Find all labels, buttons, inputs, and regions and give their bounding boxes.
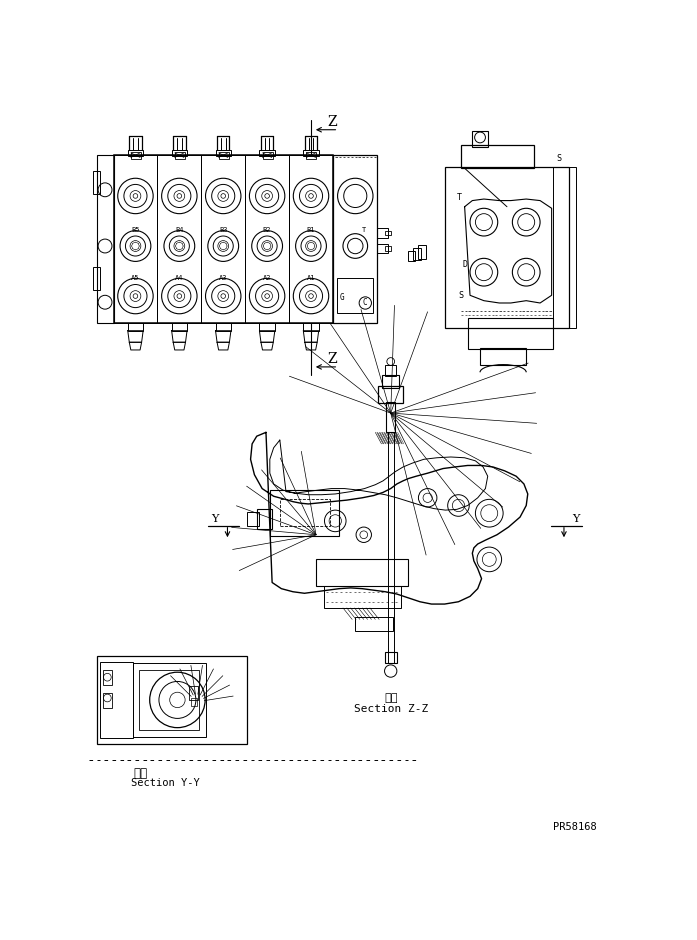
Bar <box>128 323 143 331</box>
Text: S: S <box>557 154 562 164</box>
Bar <box>279 499 330 526</box>
Text: D: D <box>462 260 467 269</box>
Bar <box>259 323 275 331</box>
Bar <box>385 366 396 376</box>
Bar <box>100 662 132 738</box>
Bar <box>171 323 187 331</box>
Bar <box>386 401 395 432</box>
Text: Section Y-Y: Section Y-Y <box>131 778 200 789</box>
Bar <box>355 618 393 631</box>
Bar <box>93 267 100 290</box>
Text: A1: A1 <box>307 275 315 281</box>
Text: S: S <box>459 290 464 300</box>
Bar <box>408 251 415 260</box>
Bar <box>418 245 426 259</box>
Bar <box>388 432 394 664</box>
Text: A2: A2 <box>263 275 271 281</box>
Bar <box>102 693 112 708</box>
Bar <box>263 152 273 159</box>
Text: C: C <box>363 299 367 307</box>
Bar <box>385 230 392 235</box>
Bar <box>219 152 229 159</box>
Bar <box>132 664 206 737</box>
Text: G: G <box>340 293 344 302</box>
Bar <box>189 686 198 700</box>
Bar <box>378 386 403 403</box>
Bar <box>553 166 576 328</box>
Bar <box>158 155 201 323</box>
Bar <box>201 155 245 323</box>
Bar <box>303 149 319 156</box>
Bar <box>445 166 569 328</box>
Text: B1: B1 <box>307 227 315 233</box>
Bar <box>385 651 397 664</box>
Text: A5: A5 <box>131 275 139 281</box>
Text: Y: Y <box>572 513 579 524</box>
Text: B5: B5 <box>131 227 139 233</box>
Bar <box>259 149 275 156</box>
Bar <box>316 559 408 587</box>
Bar <box>114 155 158 323</box>
Bar <box>468 319 553 349</box>
Bar <box>382 375 399 387</box>
Text: B3: B3 <box>219 227 227 233</box>
Bar <box>323 587 401 608</box>
Bar <box>377 228 388 238</box>
Bar <box>385 246 392 251</box>
Bar <box>171 149 187 156</box>
Bar <box>139 669 199 730</box>
Bar <box>97 656 247 744</box>
Bar <box>175 152 185 159</box>
Bar <box>333 155 377 323</box>
Bar <box>256 509 272 528</box>
Text: Section Z-Z: Section Z-Z <box>354 704 429 713</box>
Text: T: T <box>362 227 366 233</box>
Bar <box>480 348 526 365</box>
Bar <box>337 278 373 313</box>
Bar <box>413 248 421 259</box>
Bar <box>215 323 231 331</box>
Text: A3: A3 <box>219 275 227 281</box>
Bar <box>461 145 534 168</box>
Text: Z: Z <box>328 115 337 129</box>
Text: B4: B4 <box>175 227 183 233</box>
Text: PR58168: PR58168 <box>553 822 597 832</box>
Text: 断面: 断面 <box>385 693 398 703</box>
Bar <box>303 323 319 331</box>
Bar <box>473 132 488 147</box>
Bar <box>114 155 333 323</box>
Text: B2: B2 <box>263 227 271 233</box>
Text: Z: Z <box>328 352 337 367</box>
Text: T: T <box>457 193 461 202</box>
Bar <box>307 152 316 159</box>
Bar <box>190 698 197 706</box>
Bar <box>247 511 259 526</box>
Bar <box>215 149 231 156</box>
Bar <box>102 669 112 685</box>
Bar <box>131 152 141 159</box>
Bar <box>128 149 143 156</box>
Bar <box>93 170 100 194</box>
Bar <box>245 155 289 323</box>
Bar <box>377 243 388 253</box>
Bar <box>97 155 114 323</box>
Bar <box>289 155 333 323</box>
Bar <box>270 490 339 537</box>
Text: Y: Y <box>210 513 218 524</box>
Text: A4: A4 <box>175 275 183 281</box>
Text: 断面: 断面 <box>134 767 148 780</box>
